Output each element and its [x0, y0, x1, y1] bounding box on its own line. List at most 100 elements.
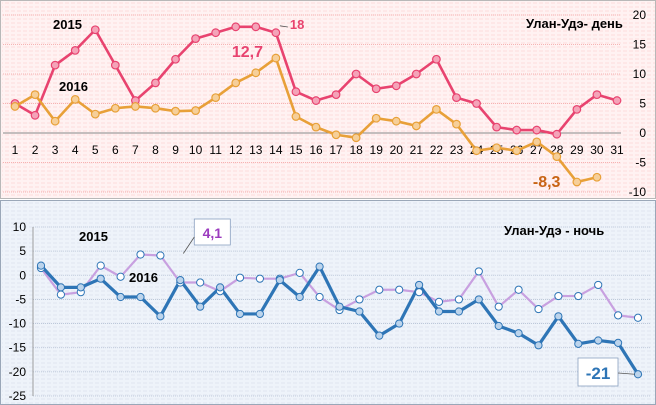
- day-series-2016-point: [171, 106, 180, 116]
- day-x-tick-label: 30: [590, 143, 604, 157]
- night-y-tick-label: 0: [19, 268, 26, 282]
- night-series-2016-point: [474, 295, 483, 304]
- night-series-2016-point: [335, 302, 344, 311]
- day-x-tick-label: 7: [132, 143, 139, 157]
- day-series-2016-point: [311, 122, 321, 132]
- day-series-2016-point: [110, 103, 120, 113]
- night-grid: [32, 226, 651, 397]
- day-x-tick-label: 2: [32, 143, 39, 157]
- day-series-2015-point: [492, 122, 502, 132]
- day-series-2015-label: 2015: [53, 17, 82, 32]
- night-annotation-max-leader: [182, 236, 195, 254]
- day-series-2016-point: [90, 109, 100, 119]
- night-series-2015-point: [454, 295, 463, 304]
- night-series-2015-point: [96, 261, 105, 270]
- day-series-2016-point: [331, 130, 341, 140]
- day-series-2015-point: [512, 125, 522, 135]
- day-series-2015-point: [171, 54, 180, 64]
- day-series-2015-point: [291, 87, 301, 97]
- night-series-2016-point: [76, 283, 85, 292]
- day-y-tick-label: 10: [633, 67, 647, 81]
- day-series-2015-point: [592, 90, 602, 100]
- day-series-2015-point: [231, 22, 241, 32]
- night-series-2016-point: [295, 292, 304, 302]
- day-x-tick-label: 20: [390, 143, 404, 157]
- day-x-tick-label: 14: [269, 143, 283, 157]
- day-annotation-min-2016: -8,3: [533, 174, 561, 191]
- night-y-tick-label: -15: [9, 341, 27, 355]
- day-series-2016-point: [251, 68, 261, 78]
- day-x-tick-label: 21: [410, 143, 424, 157]
- day-series-2016-point: [50, 116, 60, 126]
- night-series-2015-point: [235, 273, 245, 282]
- day-series-2015-point: [452, 93, 461, 102]
- night-series-2016-point: [136, 292, 145, 302]
- night-series-2015-point: [116, 272, 125, 281]
- night-series-2016-point: [514, 329, 523, 338]
- night-series-2015-point: [474, 267, 483, 276]
- night-series-2016-point: [156, 312, 165, 321]
- day-series-2016-point: [512, 146, 522, 156]
- day-annotation-max-2015-leader: [279, 25, 288, 28]
- day-series-2016-point: [592, 172, 602, 182]
- night-series-2015-point: [415, 288, 424, 297]
- day-series-2015-point: [70, 46, 80, 55]
- night-y-tick-label: 10: [13, 220, 27, 234]
- night-series-2015-point: [494, 302, 503, 311]
- night-series-2015-point: [295, 268, 304, 277]
- day-y-tick-labels: -10 -5 0 5 10 15 20: [629, 8, 647, 199]
- night-series-2016-point: [633, 370, 643, 379]
- night-series-2015-point: [534, 304, 543, 314]
- day-series-2015-point: [432, 54, 441, 64]
- night-series-2015-point: [56, 290, 66, 299]
- day-series-2015-point: [311, 96, 321, 105]
- night-series-2016-point: [554, 312, 563, 321]
- day-series-group: [10, 22, 622, 187]
- night-series-2015-point: [614, 311, 623, 320]
- day-series-2015-point: [30, 110, 40, 120]
- night-series-2015-point: [554, 291, 563, 301]
- day-series-2016-point: [191, 106, 201, 115]
- night-y-tick-label: 5: [19, 244, 26, 258]
- night-series-2016-point: [235, 309, 245, 319]
- day-series-2015-point: [251, 22, 261, 32]
- day-x-tick-label: 16: [309, 143, 323, 157]
- night-annotation-min-2016: -21: [586, 364, 611, 383]
- night-series-2016-point: [196, 302, 205, 311]
- night-series-2015-point: [375, 285, 384, 294]
- day-x-tick-label: 6: [112, 143, 119, 157]
- night-series-2015-point: [196, 278, 205, 287]
- day-series-2016-point: [371, 113, 381, 123]
- day-x-tick-label: 1: [12, 143, 19, 157]
- day-series-2015-point: [331, 90, 341, 100]
- day-series-2016-point: [271, 53, 281, 63]
- day-series-2016-point: [432, 104, 441, 114]
- day-series-2016-point: [552, 152, 562, 162]
- day-series-2015-point: [90, 25, 100, 35]
- night-series-2016-point: [216, 283, 225, 292]
- night-series-2015-point: [514, 285, 523, 294]
- night-chart-title: Улан-Удэ - ночь: [504, 223, 604, 238]
- day-x-tick-label: 10: [189, 143, 203, 157]
- day-x-tick-label: 12: [229, 143, 243, 157]
- day-series-2015-point: [50, 60, 60, 70]
- night-series-2016-point: [36, 261, 46, 270]
- night-series-2015-point: [594, 280, 603, 290]
- day-y-tick-label: 15: [633, 38, 647, 52]
- day-x-tick-label: 22: [430, 143, 444, 157]
- day-y-tick-label: 5: [639, 97, 646, 111]
- day-series-2015-point: [612, 96, 622, 105]
- night-chart-panel: -25 -20 -15 -10 -5 0 5 10 Улан-Удэ - ночь 2015 …: [0, 200, 656, 405]
- day-series-2016-point: [572, 177, 582, 187]
- day-x-tick-label: 3: [52, 143, 59, 157]
- day-x-tick-label: 19: [370, 143, 384, 157]
- day-annotation-max-2015: 18: [290, 17, 304, 32]
- day-x-tick-label: 11: [209, 143, 222, 157]
- day-series-2015-point: [472, 99, 481, 108]
- day-x-tick-label: 15: [289, 143, 303, 157]
- day-y-tick-label: -10: [629, 185, 647, 199]
- day-x-tick-label: 8: [152, 143, 159, 157]
- night-series-2015-point: [255, 274, 264, 283]
